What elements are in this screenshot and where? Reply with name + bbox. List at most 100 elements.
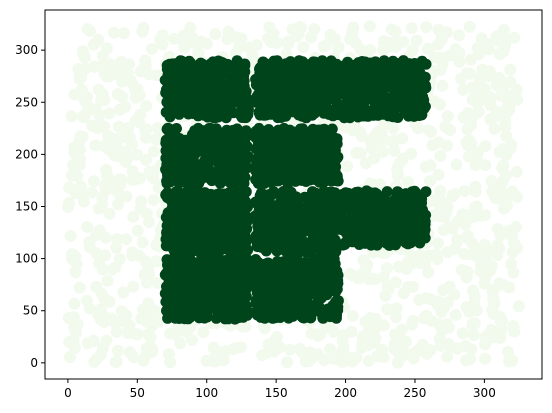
background-point bbox=[200, 37, 213, 50]
cluster-point bbox=[213, 289, 225, 301]
cluster-point bbox=[250, 153, 262, 165]
cluster-point bbox=[311, 290, 323, 302]
cluster-point bbox=[314, 196, 326, 208]
plot-frame bbox=[44, 9, 543, 380]
y-tick-label: 250 bbox=[15, 95, 38, 109]
cluster-point bbox=[307, 264, 319, 276]
background-point bbox=[424, 344, 437, 357]
cluster-point bbox=[398, 101, 409, 113]
background-point bbox=[468, 298, 481, 311]
background-point bbox=[387, 122, 400, 135]
background-point bbox=[354, 147, 367, 160]
cluster-point bbox=[396, 232, 408, 244]
background-point bbox=[112, 120, 125, 133]
background-point bbox=[81, 337, 94, 350]
cluster-point bbox=[241, 223, 253, 235]
background-point bbox=[112, 187, 125, 200]
cluster-point bbox=[234, 109, 246, 121]
cluster-point bbox=[214, 206, 226, 218]
cluster-point bbox=[332, 295, 344, 307]
background-point bbox=[359, 263, 372, 276]
background-point bbox=[197, 325, 210, 338]
background-point bbox=[213, 346, 226, 359]
cluster-point bbox=[309, 174, 321, 185]
x-tick-label: 150 bbox=[265, 386, 288, 400]
cluster-point bbox=[241, 141, 253, 153]
background-point bbox=[320, 39, 332, 52]
cluster-point bbox=[219, 256, 231, 268]
cluster-point bbox=[323, 60, 335, 72]
background-point bbox=[267, 27, 280, 40]
background-point bbox=[87, 175, 100, 188]
cluster-point bbox=[207, 227, 219, 239]
background-point bbox=[484, 94, 497, 106]
y-tick-label: 150 bbox=[15, 199, 38, 213]
background-point bbox=[364, 272, 377, 285]
cluster-point bbox=[392, 186, 403, 198]
background-point bbox=[140, 154, 152, 166]
background-point bbox=[503, 355, 516, 368]
cluster-point bbox=[220, 218, 232, 229]
background-point bbox=[449, 43, 462, 56]
cluster-point bbox=[218, 271, 230, 283]
cluster-point bbox=[232, 230, 244, 242]
background-point bbox=[135, 195, 148, 208]
background-point bbox=[62, 312, 75, 325]
cluster-point bbox=[204, 71, 215, 83]
background-point bbox=[96, 197, 109, 210]
background-point bbox=[435, 306, 448, 318]
cluster-point bbox=[190, 200, 202, 212]
background-point bbox=[100, 334, 113, 347]
cluster-point bbox=[219, 197, 231, 209]
background-point bbox=[341, 160, 354, 173]
background-point bbox=[138, 268, 151, 281]
cluster-point bbox=[181, 177, 193, 189]
background-point bbox=[63, 336, 76, 348]
background-point bbox=[491, 239, 504, 252]
cluster-point bbox=[253, 302, 265, 314]
background-point bbox=[81, 221, 94, 233]
cluster-point bbox=[238, 89, 250, 101]
background-point bbox=[451, 342, 464, 355]
cluster-point bbox=[342, 221, 354, 233]
background-point bbox=[458, 247, 471, 260]
background-point bbox=[308, 23, 321, 35]
cluster-point bbox=[210, 123, 222, 135]
cluster-point bbox=[287, 162, 298, 174]
cluster-point bbox=[189, 217, 201, 229]
background-point bbox=[490, 30, 503, 43]
background-point bbox=[456, 327, 469, 340]
cluster-point bbox=[232, 222, 244, 234]
y-tick-label: 300 bbox=[15, 43, 38, 57]
cluster-point bbox=[287, 198, 299, 210]
background-point bbox=[297, 41, 310, 54]
background-point bbox=[377, 145, 389, 158]
cluster-point bbox=[173, 89, 185, 101]
background-point bbox=[110, 326, 123, 338]
cluster-point bbox=[286, 215, 298, 227]
cluster-point bbox=[171, 257, 182, 269]
x-tick-label: 200 bbox=[334, 386, 357, 400]
background-point bbox=[69, 326, 82, 339]
cluster-point bbox=[191, 62, 203, 74]
x-axis: 0 50 100 150 200 250 300 bbox=[64, 379, 496, 400]
cluster-point bbox=[317, 162, 329, 174]
cluster-point bbox=[326, 123, 338, 135]
cluster-point bbox=[210, 112, 221, 124]
background-point bbox=[463, 20, 476, 33]
background-point bbox=[463, 134, 475, 147]
cluster-point bbox=[225, 172, 237, 184]
cluster-point bbox=[228, 159, 240, 171]
background-point bbox=[120, 233, 133, 246]
background-point bbox=[496, 175, 509, 188]
y-tick-label: 50 bbox=[23, 304, 38, 318]
background-point bbox=[112, 344, 124, 357]
cluster-point bbox=[171, 152, 183, 164]
cluster-point bbox=[166, 304, 178, 316]
cluster-point bbox=[183, 207, 195, 219]
cluster-point bbox=[177, 102, 189, 114]
cluster-point bbox=[165, 270, 177, 282]
background-point bbox=[467, 329, 480, 342]
background-point bbox=[435, 33, 448, 46]
background-point bbox=[64, 230, 77, 242]
